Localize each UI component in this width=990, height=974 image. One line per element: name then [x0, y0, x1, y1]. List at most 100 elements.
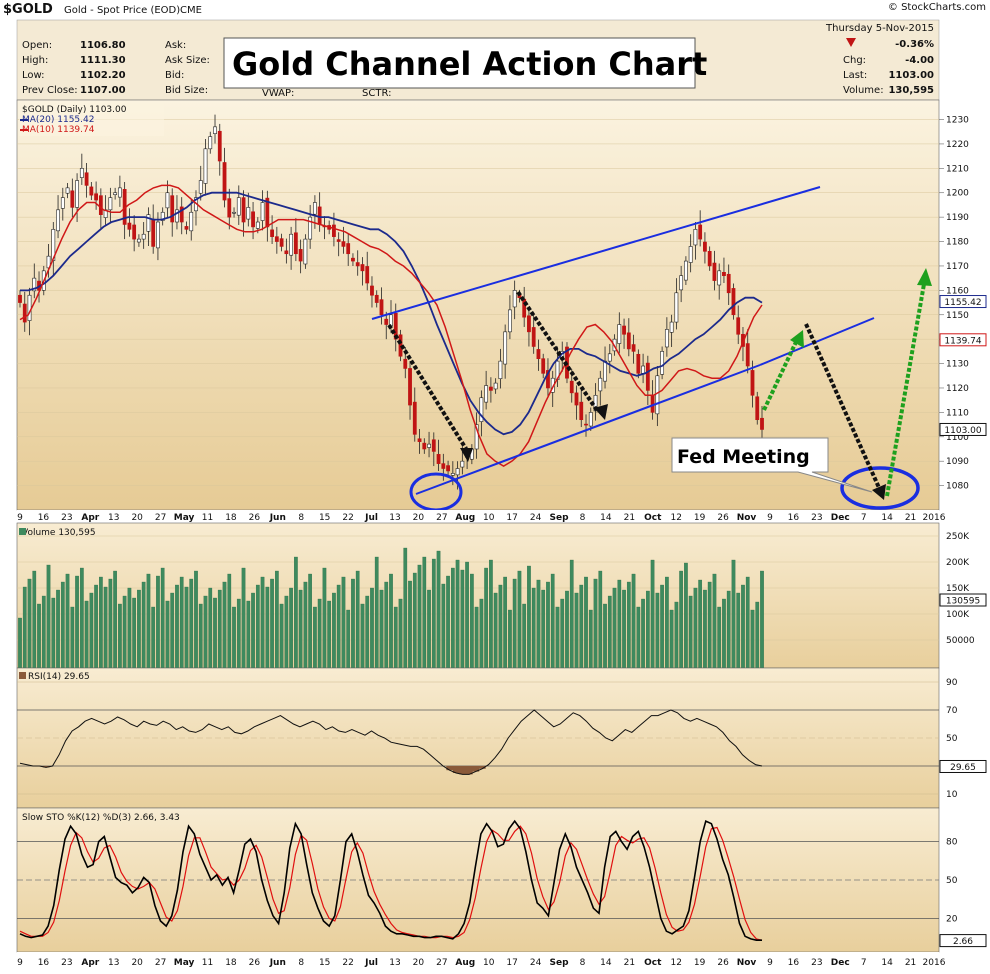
- stat-label: Open:: [22, 40, 52, 51]
- x-tick-label: 2016: [923, 958, 946, 968]
- rsi-fill-segment: [459, 766, 467, 775]
- volume-bar: [527, 565, 531, 669]
- candle-body: [750, 370, 755, 396]
- candle-body: [679, 275, 684, 291]
- x-tick-label: Sep: [550, 513, 570, 523]
- x-tick-label: 7: [861, 513, 867, 523]
- volume-bar: [355, 570, 360, 669]
- x-tick-label: 20: [413, 513, 425, 523]
- volume-tick-label: 250K: [946, 532, 970, 542]
- x-tick-label: 23: [61, 513, 72, 523]
- candle-body: [660, 351, 665, 375]
- volume-bar: [151, 606, 156, 669]
- candle-body: [503, 331, 508, 365]
- x-tick-label: 24: [530, 513, 542, 523]
- candle-body: [664, 329, 669, 348]
- x-axis-band-2: [17, 952, 939, 970]
- x-tick-label: 7: [861, 958, 867, 968]
- volume-bar: [18, 617, 22, 669]
- volume-bar: [555, 606, 560, 669]
- candle-body: [427, 443, 431, 448]
- ma20-badge-frame: [939, 295, 987, 309]
- candle-body: [308, 216, 313, 240]
- candle-body: [184, 226, 189, 230]
- x-tick-label: Jun: [269, 513, 286, 523]
- candle-body: [569, 380, 574, 394]
- volume-bar: [341, 576, 346, 669]
- volume-bar: [622, 589, 626, 669]
- candle-body: [488, 386, 493, 391]
- volume-bar: [517, 570, 522, 669]
- candle-body: [65, 187, 70, 194]
- volume-bar: [289, 587, 293, 669]
- candle-body: [579, 401, 584, 421]
- volume-bar: [503, 576, 508, 669]
- candle-body: [94, 193, 99, 201]
- x-tick-label: 21: [624, 513, 635, 523]
- volume-bar: [217, 589, 222, 669]
- ma20-swatch: [20, 119, 28, 121]
- candles: [18, 114, 764, 490]
- volume-bar: [655, 592, 660, 669]
- candle-body: [726, 273, 731, 294]
- sto-badge-frame: [939, 934, 987, 948]
- volume-bar: [688, 595, 693, 669]
- volume-bar: [41, 595, 46, 669]
- volume-bar: [427, 589, 431, 669]
- candle-body: [574, 392, 579, 406]
- candle-body: [493, 382, 498, 390]
- candle-body: [60, 197, 65, 209]
- volume-bar: [298, 589, 303, 669]
- candle-body: [151, 218, 156, 247]
- volume-bar: [241, 567, 246, 669]
- candle-body: [213, 126, 217, 134]
- price-tick-label: 1120: [946, 384, 969, 394]
- volume-bar: [741, 584, 745, 669]
- volume-bar: [346, 609, 351, 669]
- volume-bar: [279, 603, 284, 669]
- price-tick-label: 1110: [946, 408, 969, 418]
- x-tick-label: 17: [506, 958, 517, 968]
- x-tick-label: 26: [249, 513, 261, 523]
- volume-bar: [56, 589, 60, 669]
- candle-body: [208, 136, 213, 150]
- volume-bar: [75, 575, 79, 669]
- volume-bar: [745, 576, 750, 669]
- x-tick-label: 9: [17, 958, 23, 968]
- candle-body: [75, 180, 79, 208]
- x-tick-label: 17: [506, 513, 517, 523]
- volume-bar: [103, 586, 108, 669]
- candle-body: [317, 206, 322, 225]
- stat-label: High:: [22, 55, 48, 66]
- candle-body: [274, 236, 279, 242]
- volume-bar: [603, 603, 607, 669]
- volume-bar: [722, 598, 726, 669]
- stat-value: 130,595: [888, 85, 934, 96]
- volume-bar: [332, 592, 336, 669]
- x-tick-label: 11: [202, 958, 213, 968]
- volume-bar: [189, 578, 194, 669]
- x-tick-label: 27: [155, 958, 166, 968]
- candle-body: [303, 238, 308, 265]
- volume-bar: [703, 589, 707, 669]
- volume-bar: [684, 562, 688, 669]
- volume-bar: [118, 603, 122, 669]
- candle-body: [79, 168, 84, 178]
- stat-value: 1106.80: [80, 40, 126, 51]
- candle-body: [198, 180, 203, 194]
- x-tick-label: 12: [670, 513, 681, 523]
- volume-bar: [479, 598, 484, 669]
- volume-bar: [336, 584, 341, 669]
- price-tick-label: 1190: [946, 213, 969, 223]
- x-tick-label: 13: [389, 513, 400, 523]
- x-tick-label: 18: [225, 958, 237, 968]
- volume-bar: [760, 570, 764, 669]
- volume-bar: [84, 600, 89, 669]
- candle-body: [146, 214, 151, 232]
- volume-bar: [141, 581, 146, 669]
- candle-body: [270, 229, 274, 237]
- volume-bar: [22, 586, 27, 669]
- volume-bar: [370, 587, 374, 669]
- rsi-legend: RSI(14) 29.65: [28, 672, 90, 682]
- legend-box: [19, 103, 164, 136]
